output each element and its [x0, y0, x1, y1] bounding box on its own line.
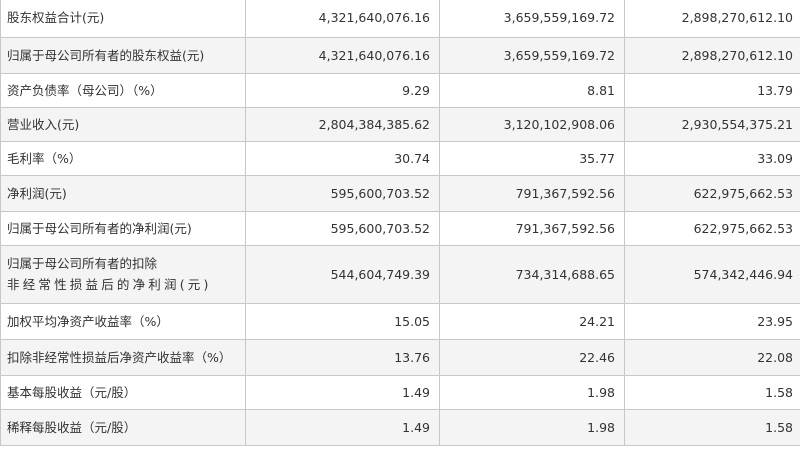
row-label: 资产负债率（母公司）（%） — [0, 73, 246, 108]
value-cell: 2,898,270,612.10 — [624, 0, 800, 38]
value-cell: 2,804,384,385.62 — [245, 107, 440, 142]
value-cell: 33.09 — [624, 141, 800, 176]
row-label: 营业收入(元) — [0, 107, 246, 142]
table-row: 归属于母公司所有者的净利润(元) 595,600,703.52 791,367,… — [0, 211, 800, 246]
value-cell: 13.79 — [624, 73, 800, 108]
row-label: 扣除非经常性损益后净资产收益率（%） — [0, 339, 246, 376]
value-cell: 23.95 — [624, 303, 800, 340]
row-label-line-1: 归属于母公司所有者的扣除 — [7, 256, 158, 271]
table-row: 营业收入(元) 2,804,384,385.62 3,120,102,908.0… — [0, 107, 800, 142]
table-row: 加权平均净资产收益率（%） 15.05 24.21 23.95 — [0, 303, 800, 340]
value-cell: 2,898,270,612.10 — [624, 37, 800, 74]
table-row: 扣除非经常性损益后净资产收益率（%） 13.76 22.46 22.08 — [0, 339, 800, 376]
value-cell: 595,600,703.52 — [245, 211, 440, 246]
row-label: 归属于母公司所有者的扣除 非经常性损益后的净利润(元) — [0, 245, 246, 304]
table-row: 净利润(元) 595,600,703.52 791,367,592.56 622… — [0, 175, 800, 212]
value-cell: 3,120,102,908.06 — [439, 107, 625, 142]
value-cell: 1.49 — [245, 409, 440, 446]
row-label: 稀释每股收益（元/股） — [0, 409, 246, 446]
value-cell: 622,975,662.53 — [624, 211, 800, 246]
row-label-line-2: 非经常性损益后的净利润(元) — [7, 277, 212, 292]
value-cell: 574,342,446.94 — [624, 245, 800, 304]
value-cell: 13.76 — [245, 339, 440, 376]
value-cell: 4,321,640,076.16 — [245, 37, 440, 74]
value-cell: 1.49 — [245, 375, 440, 410]
value-cell: 22.08 — [624, 339, 800, 376]
value-cell: 1.58 — [624, 409, 800, 446]
value-cell: 22.46 — [439, 339, 625, 376]
value-cell: 791,367,592.56 — [439, 211, 625, 246]
value-cell: 3,659,559,169.72 — [439, 0, 625, 38]
row-label: 净利润(元) — [0, 175, 246, 212]
value-cell: 1.98 — [439, 409, 625, 446]
table-row: 归属于母公司所有者的股东权益(元) 4,321,640,076.16 3,659… — [0, 37, 800, 74]
value-cell: 791,367,592.56 — [439, 175, 625, 212]
table-row: 股东权益合计(元) 4,321,640,076.16 3,659,559,169… — [0, 0, 800, 38]
value-cell: 734,314,688.65 — [439, 245, 625, 304]
value-cell: 595,600,703.52 — [245, 175, 440, 212]
table-row: 稀释每股收益（元/股） 1.49 1.98 1.58 — [0, 409, 800, 446]
row-label: 加权平均净资产收益率（%） — [0, 303, 246, 340]
value-cell: 30.74 — [245, 141, 440, 176]
table-row: 归属于母公司所有者的扣除 非经常性损益后的净利润(元) 544,604,749.… — [0, 245, 800, 304]
table-row: 毛利率（%） 30.74 35.77 33.09 — [0, 141, 800, 176]
value-cell: 24.21 — [439, 303, 625, 340]
value-cell: 2,930,554,375.21 — [624, 107, 800, 142]
table-row: 资产负债率（母公司）（%） 9.29 8.81 13.79 — [0, 73, 800, 108]
value-cell: 544,604,749.39 — [245, 245, 440, 304]
value-cell: 9.29 — [245, 73, 440, 108]
value-cell: 1.58 — [624, 375, 800, 410]
table-row: 基本每股收益（元/股） 1.49 1.98 1.58 — [0, 375, 800, 410]
row-label: 归属于母公司所有者的净利润(元) — [0, 211, 246, 246]
value-cell: 15.05 — [245, 303, 440, 340]
value-cell: 3,659,559,169.72 — [439, 37, 625, 74]
row-label: 股东权益合计(元) — [0, 0, 246, 38]
value-cell: 4,321,640,076.16 — [245, 0, 440, 38]
value-cell: 8.81 — [439, 73, 625, 108]
value-cell: 35.77 — [439, 141, 625, 176]
value-cell: 1.98 — [439, 375, 625, 410]
row-label: 基本每股收益（元/股） — [0, 375, 246, 410]
row-label: 归属于母公司所有者的股东权益(元) — [0, 37, 246, 74]
row-label: 毛利率（%） — [0, 141, 246, 176]
value-cell: 622,975,662.53 — [624, 175, 800, 212]
